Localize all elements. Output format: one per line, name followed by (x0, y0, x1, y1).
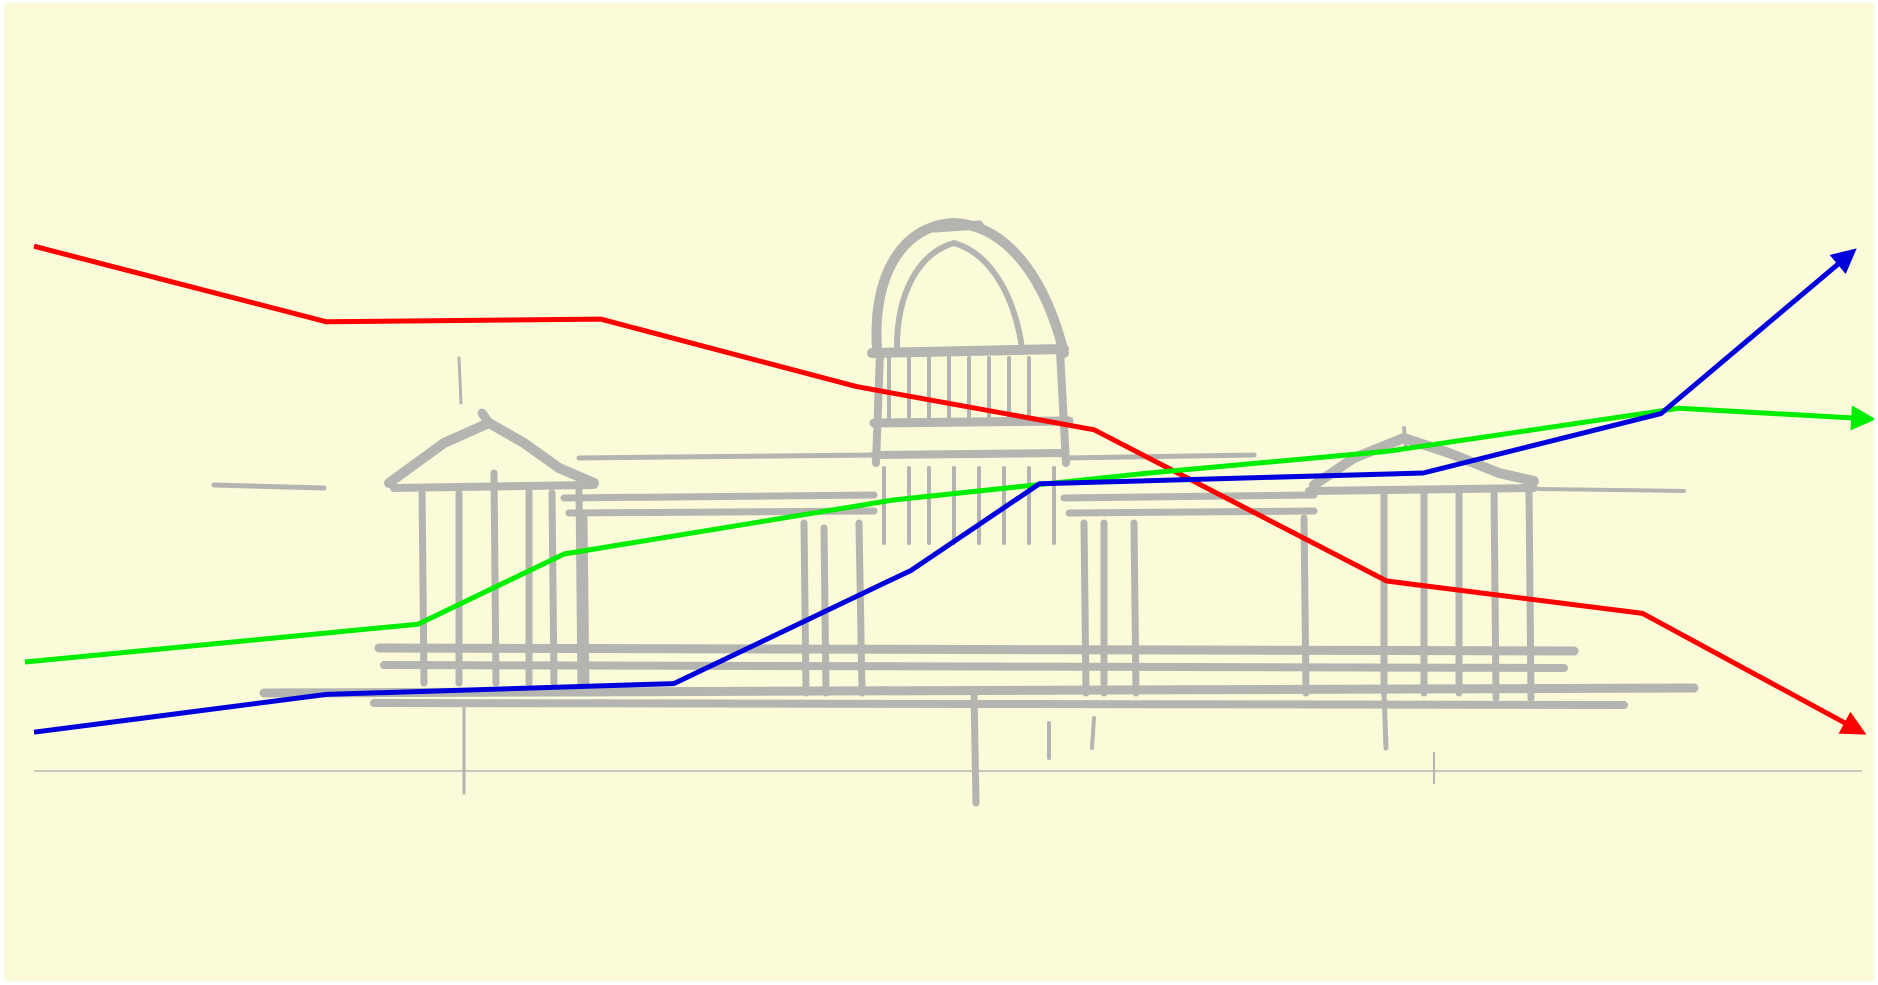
chart-canvas (4, 3, 1874, 981)
capitol-sketch-illustration (211, 218, 1699, 807)
right-pavilion-drawing (1305, 426, 1539, 702)
trend-line-red (33, 243, 1867, 735)
illustrated-trend-chart (24, 218, 1874, 807)
horizon-dashes (211, 482, 1686, 493)
left-pavilion-drawing (384, 356, 599, 697)
wings-drawing (560, 452, 1318, 697)
base-drawing (259, 643, 1699, 807)
dome-drawing (867, 218, 1074, 545)
trend-line-green (24, 405, 1874, 665)
trend-lines-layer (24, 243, 1874, 735)
trend-line-blue (33, 248, 1857, 735)
